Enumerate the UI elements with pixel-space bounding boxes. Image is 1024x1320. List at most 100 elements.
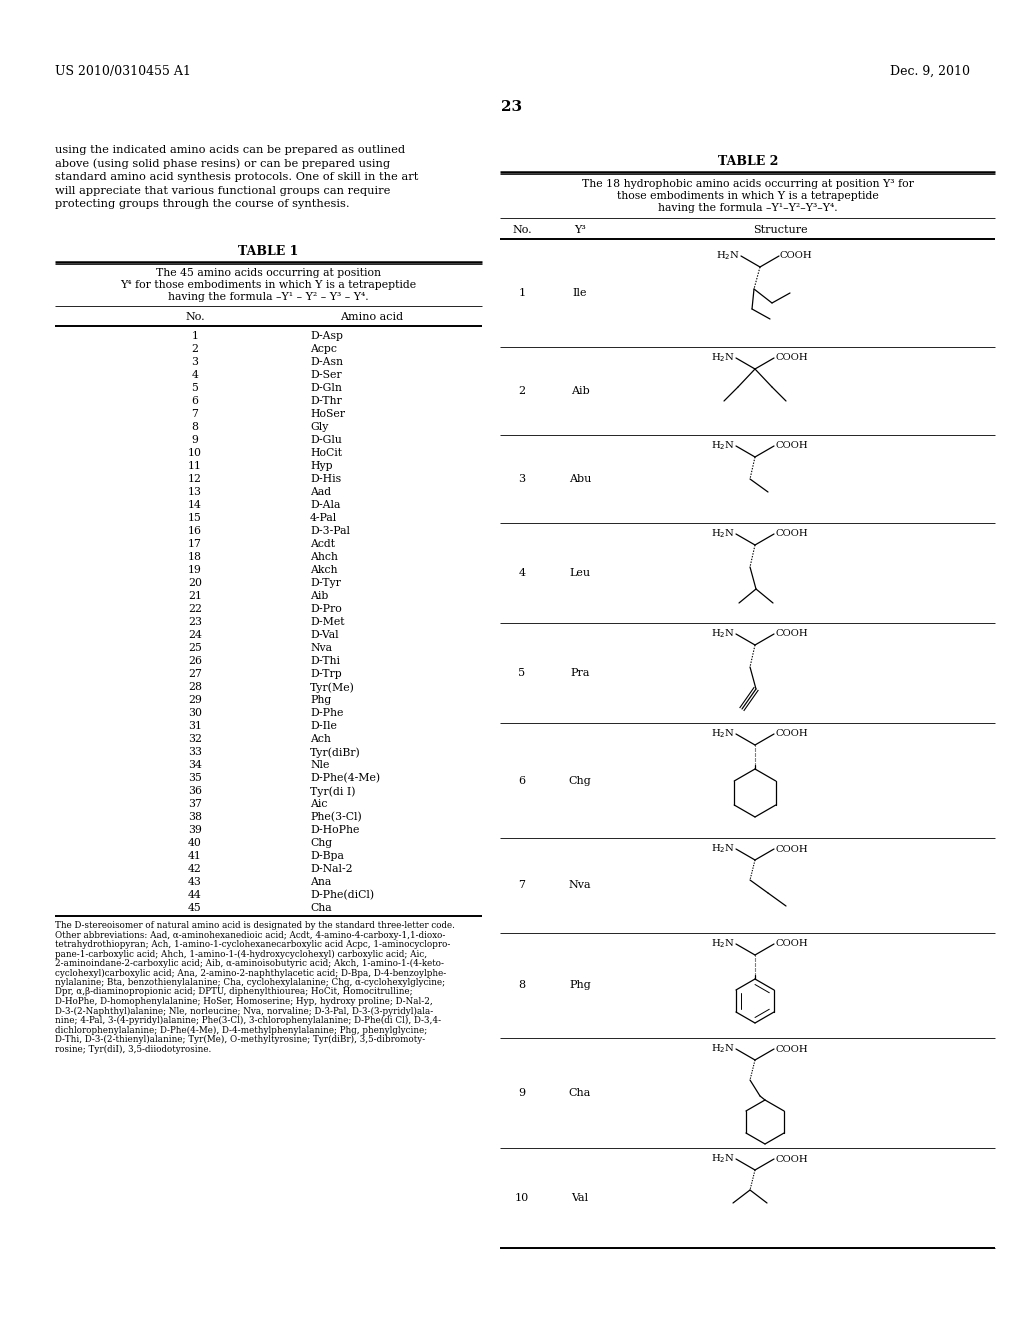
Text: Tyr(di I): Tyr(di I) xyxy=(310,785,355,796)
Text: D-His: D-His xyxy=(310,474,341,484)
Text: H$_2$N: H$_2$N xyxy=(711,1152,735,1166)
Text: Phe(3-Cl): Phe(3-Cl) xyxy=(310,812,361,822)
Text: 29: 29 xyxy=(188,696,202,705)
Text: D-HoPhe, D-homophenylalanine; HoSer, Homoserine; Hyp, hydroxy proline; D-Nal-2,: D-HoPhe, D-homophenylalanine; HoSer, Hom… xyxy=(55,997,433,1006)
Text: COOH: COOH xyxy=(775,630,808,639)
Text: D-Phe(diCl): D-Phe(diCl) xyxy=(310,890,374,900)
Text: 25: 25 xyxy=(188,643,202,653)
Text: The 45 amino acids occurring at position: The 45 amino acids occurring at position xyxy=(156,268,381,279)
Text: Nle: Nle xyxy=(310,760,330,770)
Text: Cha: Cha xyxy=(310,903,332,913)
Text: D-Asn: D-Asn xyxy=(310,356,343,367)
Text: using the indicated amino acids can be prepared as outlined: using the indicated amino acids can be p… xyxy=(55,145,406,154)
Text: H$_2$N: H$_2$N xyxy=(711,937,735,950)
Text: 3: 3 xyxy=(191,356,199,367)
Text: D-Thi, D-3-(2-thienyl)alanine; Tyr(Me), O-methyltyrosine; Tyr(diBr), 3,5-dibromo: D-Thi, D-3-(2-thienyl)alanine; Tyr(Me), … xyxy=(55,1035,425,1044)
Text: COOH: COOH xyxy=(775,354,808,363)
Text: D-Nal-2: D-Nal-2 xyxy=(310,865,352,874)
Text: Aib: Aib xyxy=(570,385,590,396)
Text: 18: 18 xyxy=(188,552,202,562)
Text: dichlorophenylalanine; D-Phe(4-Me), D-4-methylphenylalanine; Phg, phenylglycine;: dichlorophenylalanine; D-Phe(4-Me), D-4-… xyxy=(55,1026,427,1035)
Text: 44: 44 xyxy=(188,890,202,900)
Text: 1: 1 xyxy=(191,331,199,341)
Text: 11: 11 xyxy=(188,461,202,471)
Text: H$_2$N: H$_2$N xyxy=(711,727,735,741)
Text: D-Ile: D-Ile xyxy=(310,721,337,731)
Text: COOH: COOH xyxy=(775,730,808,738)
Text: D-Thr: D-Thr xyxy=(310,396,342,407)
Text: 6: 6 xyxy=(191,396,199,407)
Text: 6: 6 xyxy=(518,776,525,785)
Text: having the formula –Y¹–Y²–Y³–Y⁴.: having the formula –Y¹–Y²–Y³–Y⁴. xyxy=(658,203,838,213)
Text: No.: No. xyxy=(512,224,531,235)
Text: 42: 42 xyxy=(188,865,202,874)
Text: Leu: Leu xyxy=(569,568,591,578)
Text: nylalanine; Bta, benzothienylalanine; Cha, cyclohexylalanine; Chg, α-cyclohexylg: nylalanine; Bta, benzothienylalanine; Ch… xyxy=(55,978,445,987)
Text: pane-1-carboxylic acid; Ahch, 1-amino-1-(4-hydroxycyclohexyl) carboxylic acid; A: pane-1-carboxylic acid; Ahch, 1-amino-1-… xyxy=(55,949,427,958)
Text: Other abbreviations: Aad, α-aminohexanedioic acid; Acdt, 4-amino-4-carboxy-1,1-d: Other abbreviations: Aad, α-aminohexaned… xyxy=(55,931,445,940)
Text: HoCit: HoCit xyxy=(310,447,342,458)
Text: US 2010/0310455 A1: US 2010/0310455 A1 xyxy=(55,65,190,78)
Text: 39: 39 xyxy=(188,825,202,836)
Text: 38: 38 xyxy=(188,812,202,822)
Text: 8: 8 xyxy=(518,981,525,990)
Text: Nva: Nva xyxy=(310,643,332,653)
Text: tetrahydrothiopyran; Ach, 1-amino-1-cyclohexanecarboxylic acid Acpc, 1-aminocycl: tetrahydrothiopyran; Ach, 1-amino-1-cycl… xyxy=(55,940,451,949)
Text: D-Met: D-Met xyxy=(310,616,344,627)
Text: 24: 24 xyxy=(188,630,202,640)
Text: 20: 20 xyxy=(188,578,202,587)
Text: 2: 2 xyxy=(518,385,525,396)
Text: protecting groups through the course of synthesis.: protecting groups through the course of … xyxy=(55,199,349,209)
Text: HoSer: HoSer xyxy=(310,409,345,418)
Text: those embodiments in which Y is a tetrapeptide: those embodiments in which Y is a tetrap… xyxy=(617,191,879,201)
Text: 3: 3 xyxy=(518,474,525,484)
Text: D-Bpa: D-Bpa xyxy=(310,851,344,861)
Text: Acdt: Acdt xyxy=(310,539,335,549)
Text: D-Trp: D-Trp xyxy=(310,669,342,678)
Text: 10: 10 xyxy=(188,447,202,458)
Text: H$_2$N: H$_2$N xyxy=(711,1043,735,1056)
Text: 22: 22 xyxy=(188,605,202,614)
Text: Gly: Gly xyxy=(310,422,329,432)
Text: 10: 10 xyxy=(515,1193,529,1203)
Text: 12: 12 xyxy=(188,474,202,484)
Text: 4: 4 xyxy=(191,370,199,380)
Text: 8: 8 xyxy=(191,422,199,432)
Text: D-3-(2-Naphthyl)alanine; Nle, norleucine; Nva, norvaline; D-3-Pal, D-3-(3-pyridy: D-3-(2-Naphthyl)alanine; Nle, norleucine… xyxy=(55,1006,433,1015)
Text: Structure: Structure xyxy=(753,224,807,235)
Text: 23: 23 xyxy=(188,616,202,627)
Text: standard amino acid synthesis protocols. One of skill in the art: standard amino acid synthesis protocols.… xyxy=(55,172,419,182)
Text: Amino acid: Amino acid xyxy=(340,312,403,322)
Text: 41: 41 xyxy=(188,851,202,861)
Text: D-Phe(4-Me): D-Phe(4-Me) xyxy=(310,774,380,783)
Text: D-Phe: D-Phe xyxy=(310,708,343,718)
Text: Aic: Aic xyxy=(310,799,328,809)
Text: having the formula –Y¹ – Y² – Y³ – Y⁴.: having the formula –Y¹ – Y² – Y³ – Y⁴. xyxy=(168,292,369,302)
Text: Ach: Ach xyxy=(310,734,331,744)
Text: 16: 16 xyxy=(188,525,202,536)
Text: 4-Pal: 4-Pal xyxy=(310,513,337,523)
Text: Hyp: Hyp xyxy=(310,461,333,471)
Text: Nva: Nva xyxy=(568,880,591,891)
Text: D-Asp: D-Asp xyxy=(310,331,343,341)
Text: H$_2$N: H$_2$N xyxy=(711,440,735,453)
Text: TABLE 1: TABLE 1 xyxy=(238,246,298,257)
Text: D-Val: D-Val xyxy=(310,630,339,640)
Text: Y³: Y³ xyxy=(574,224,586,235)
Text: Phg: Phg xyxy=(569,981,591,990)
Text: 2-aminoindane-2-carboxylic acid; Aib, α-aminoisobutyric acid; Akch, 1-amino-1-(4: 2-aminoindane-2-carboxylic acid; Aib, α-… xyxy=(55,960,444,968)
Text: rosine; Tyr(diI), 3,5-diiodotyrosine.: rosine; Tyr(diI), 3,5-diiodotyrosine. xyxy=(55,1044,211,1053)
Text: 33: 33 xyxy=(188,747,202,756)
Text: 34: 34 xyxy=(188,760,202,770)
Text: 4: 4 xyxy=(518,568,525,578)
Text: 43: 43 xyxy=(188,876,202,887)
Text: 37: 37 xyxy=(188,799,202,809)
Text: 5: 5 xyxy=(518,668,525,678)
Text: TABLE 2: TABLE 2 xyxy=(718,154,778,168)
Text: D-Thi: D-Thi xyxy=(310,656,340,667)
Text: H$_2$N: H$_2$N xyxy=(711,351,735,364)
Text: 35: 35 xyxy=(188,774,202,783)
Text: 36: 36 xyxy=(188,785,202,796)
Text: COOH: COOH xyxy=(780,252,813,260)
Text: COOH: COOH xyxy=(775,1155,808,1163)
